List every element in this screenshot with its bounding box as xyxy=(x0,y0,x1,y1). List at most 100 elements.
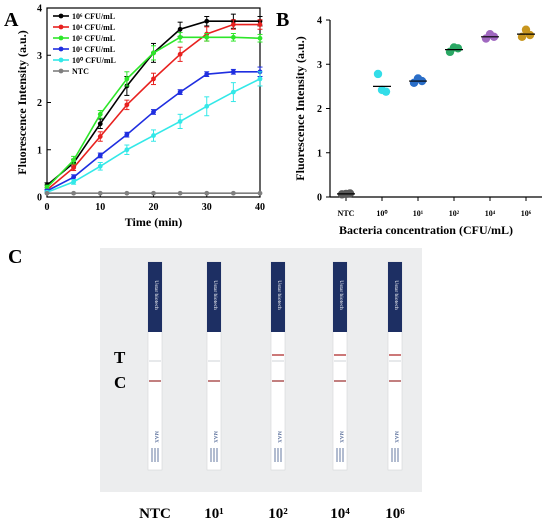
strip-max-text: MAX xyxy=(276,431,281,443)
legend-marker xyxy=(58,68,64,74)
scatter-point xyxy=(377,85,387,95)
strip-max-text: MAX xyxy=(153,431,158,443)
strip-label: NTC xyxy=(139,506,171,522)
data-point xyxy=(230,89,236,95)
data-point xyxy=(44,185,50,190)
data-point xyxy=(97,134,103,139)
data-point xyxy=(151,190,156,196)
strip-header xyxy=(271,262,285,332)
x-tick-label-b: 10⁶ xyxy=(521,209,532,218)
y-tick-label-b: 2 xyxy=(317,104,322,115)
y-tick-label-a: 1 xyxy=(37,145,42,156)
strip-window xyxy=(208,360,220,362)
y-axis-label-b: Fluorescence Intensity (a.u.) xyxy=(293,36,307,180)
strip-header-text: Ustar biotech xyxy=(212,280,218,310)
strip-header-text: Ustar biotech xyxy=(276,280,282,310)
data-point xyxy=(151,76,156,82)
test-strip: Ustar biotech MAX xyxy=(270,261,286,471)
data-point xyxy=(124,147,130,153)
data-point xyxy=(177,190,183,196)
data-point xyxy=(230,22,236,27)
data-point xyxy=(71,179,77,185)
strip-header-text: Ustar biotech xyxy=(393,280,399,310)
data-point xyxy=(151,50,156,56)
x-tick-label-a: 30 xyxy=(202,202,212,213)
test-strip: Ustar biotech MAX xyxy=(387,261,403,471)
data-point xyxy=(177,119,183,124)
t-line-label: T xyxy=(114,348,126,367)
data-point xyxy=(204,190,210,196)
legend-label: 10² CFU/mL xyxy=(72,34,115,43)
x-axis-label-b: Bacteria concentration (CFU/mL) xyxy=(339,223,513,237)
x-axis-label-a: Time (min) xyxy=(125,215,182,229)
data-point xyxy=(71,157,77,163)
scatter-point xyxy=(373,69,383,79)
test-strip: Ustar biotech MAX xyxy=(147,261,163,471)
x-tick-label-b: 10⁰ xyxy=(376,209,388,218)
data-point xyxy=(97,163,103,169)
strip-max-text: MAX xyxy=(212,431,217,443)
y-tick-label-a: 3 xyxy=(37,51,42,62)
y-tick-label-a: 0 xyxy=(37,193,42,204)
panel-b-label: B xyxy=(276,9,289,31)
panel-c-label: C xyxy=(8,246,22,268)
panel-a-chart: 0 10 20 30 40 0 1 2 3 4 Time (min) Fluorescence Int… xyxy=(15,4,265,230)
panel-a-label: A xyxy=(4,9,19,31)
data-point xyxy=(44,190,50,196)
strip-label: 10⁴ xyxy=(330,506,350,522)
y-tick-label-a: 4 xyxy=(37,4,42,15)
y-tick-label-b: 4 xyxy=(317,16,322,27)
data-point xyxy=(97,153,103,158)
data-point xyxy=(257,190,263,196)
strip-header xyxy=(148,262,162,332)
legend-marker xyxy=(58,57,64,63)
strip-header xyxy=(388,262,402,332)
data-point xyxy=(257,22,263,27)
data-point xyxy=(177,34,183,40)
data-point xyxy=(151,109,156,115)
y-tick-label-a: 2 xyxy=(37,98,42,109)
c-line-label: C xyxy=(114,373,126,392)
strip-window xyxy=(334,360,346,362)
scatter-point xyxy=(521,25,531,34)
legend-a: 10⁶ CFU/mL 10⁴ CFU/mL 10² CFU/mL 10¹ CFU/mL… xyxy=(53,12,116,76)
data-point xyxy=(177,26,183,32)
data-point xyxy=(97,111,103,117)
x-tick-label-a: 40 xyxy=(255,202,265,213)
strip-header-text: Ustar biotech xyxy=(338,280,344,310)
data-point xyxy=(124,132,130,138)
data-point xyxy=(257,35,263,41)
test-strip: Ustar biotech MAX xyxy=(206,261,222,471)
x-tick-label-a: 10 xyxy=(95,202,105,213)
x-tick-label-b: 10² xyxy=(449,209,460,218)
y-axis-label-a: Fluorescence Intensity (a.u.) xyxy=(15,30,29,174)
x-tick-label-b: 10⁴ xyxy=(485,209,496,218)
strip-header xyxy=(333,262,347,332)
series-ntc xyxy=(44,190,263,196)
test-strip: Ustar biotech MAX xyxy=(332,261,348,471)
legend-marker xyxy=(58,46,64,52)
data-point xyxy=(230,34,236,40)
x-tick-label-b: NTC xyxy=(338,209,355,218)
series-1e2 xyxy=(44,32,263,191)
strip-label: 10² xyxy=(268,506,288,522)
data-point xyxy=(204,18,210,24)
strip-max-text: MAX xyxy=(393,431,398,443)
x-tick-label-b: 10¹ xyxy=(413,209,424,218)
legend-marker xyxy=(58,35,64,41)
data-point xyxy=(151,133,156,138)
legend-label: 10⁶ CFU/mL xyxy=(72,12,115,21)
legend-label: 10¹ CFU/mL xyxy=(72,45,115,54)
data-point xyxy=(124,76,130,82)
y-tick-label-b: 0 xyxy=(317,193,322,204)
legend-marker xyxy=(58,13,64,19)
data-point xyxy=(177,89,183,95)
data-point xyxy=(204,34,210,40)
strip-window xyxy=(272,360,284,362)
strip-label: 10¹ xyxy=(204,506,224,522)
strip-window xyxy=(149,360,161,362)
x-tick-label-a: 20 xyxy=(149,202,159,213)
data-point xyxy=(71,190,77,196)
data-point xyxy=(71,165,77,171)
